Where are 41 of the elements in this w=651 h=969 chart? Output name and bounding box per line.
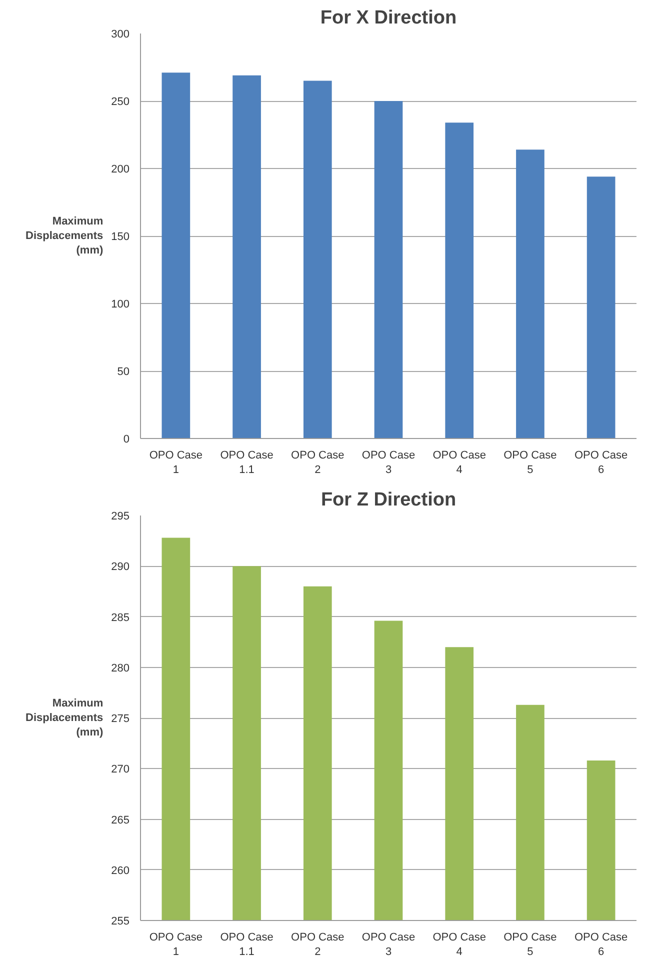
x-tick-label: OPO Case 3 <box>362 450 416 476</box>
x-tick-label: OPO Case 4 <box>432 450 486 476</box>
bar <box>516 150 544 438</box>
y-tick-label: 150 <box>111 231 130 243</box>
x-tick-label: OPO Case 5 <box>504 450 557 476</box>
x-tick-label: OPO Case 1 <box>149 450 203 476</box>
y-tick-label: 290 <box>111 561 130 574</box>
y-axis-title: Maximum Displacements (mm) <box>26 216 104 256</box>
y-tick-label: 270 <box>111 764 130 776</box>
y-tick-label: 255 <box>111 916 130 928</box>
bar <box>303 80 332 438</box>
x-tick-label: OPO Case 2 <box>291 932 344 958</box>
x-tick-label: OPO Case 1.1 <box>220 450 274 476</box>
x-tick-label: OPO Case 4 <box>432 932 486 958</box>
y-tick-label: 0 <box>123 434 130 446</box>
y-tick-label: 280 <box>111 662 130 674</box>
bar <box>445 122 474 438</box>
y-tick-label: 250 <box>111 96 130 108</box>
x-tick-label: OPO Case 5 <box>504 932 557 958</box>
y-tick-label: 200 <box>111 164 130 176</box>
y-tick-label: 100 <box>111 298 130 310</box>
y-tick-label: 285 <box>111 612 130 624</box>
x-tick-label: OPO Case 6 <box>574 450 628 476</box>
bar <box>232 75 261 438</box>
y-tick-label: 295 <box>111 510 130 522</box>
bar <box>586 176 616 438</box>
y-axis-title: Maximum Displacements (mm) <box>26 698 104 738</box>
bar <box>374 101 403 438</box>
y-tick-label: 275 <box>111 713 130 725</box>
y-tick-label: 50 <box>117 366 130 378</box>
y-tick-label: 260 <box>111 864 130 877</box>
x-tick-label: OPO Case 3 <box>362 932 416 958</box>
x-tick-label: OPO Case 2 <box>291 450 344 476</box>
chart-title: For Z Direction <box>320 490 456 510</box>
x-tick-label: OPO Case 6 <box>574 932 628 958</box>
x-tick-label: OPO Case 1 <box>149 932 203 958</box>
chart-title: For X Direction <box>320 8 457 28</box>
y-tick-label: 265 <box>111 814 130 826</box>
y-tick-label: 300 <box>111 28 130 40</box>
bar <box>162 72 190 438</box>
x-tick-label: OPO Case 1.1 <box>220 932 274 958</box>
